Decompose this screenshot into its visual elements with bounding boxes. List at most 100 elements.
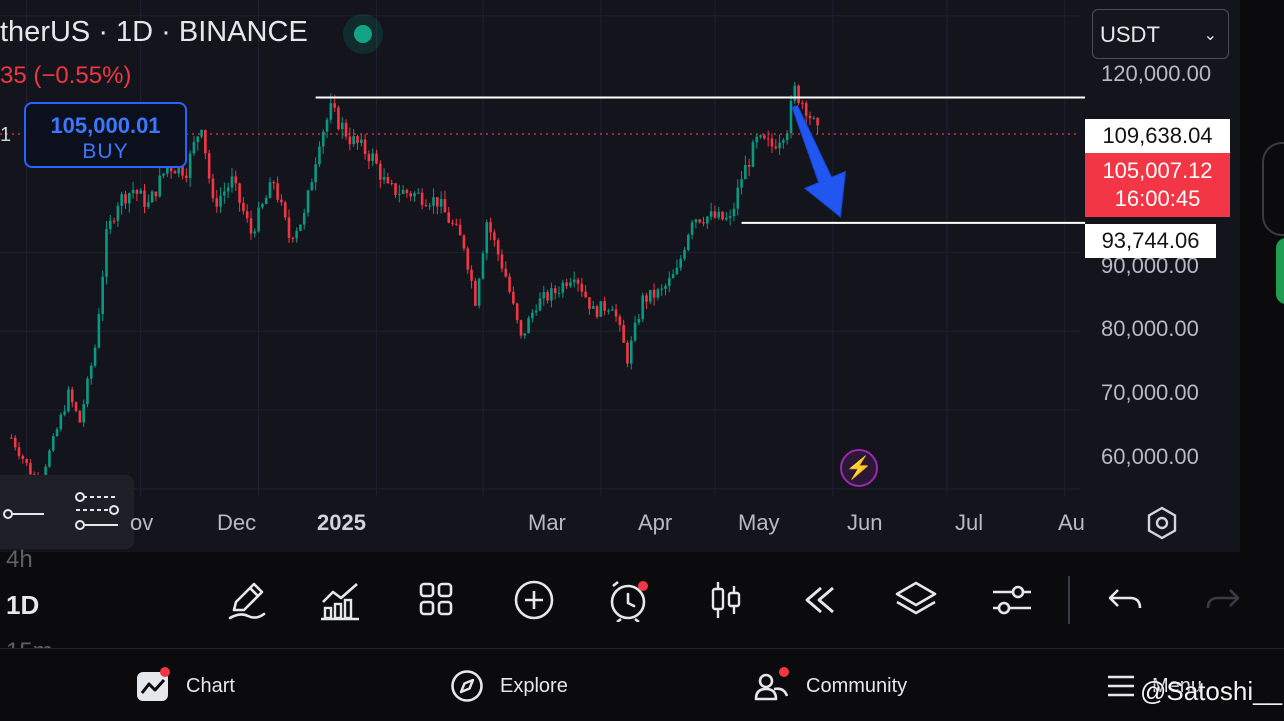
- candle: [790, 101, 793, 133]
- parallel-channel-tool-icon[interactable]: [76, 493, 118, 529]
- candle: [679, 259, 682, 268]
- candle: [208, 153, 211, 178]
- candle: [493, 232, 496, 240]
- candle: [387, 177, 390, 183]
- candle: [234, 176, 237, 183]
- candle: [767, 139, 770, 140]
- candle: [447, 212, 450, 222]
- watermark: @Satoshi__: [1140, 676, 1282, 707]
- candle: [200, 130, 203, 137]
- undo-icon[interactable]: [1104, 578, 1148, 622]
- candle: [581, 284, 584, 292]
- candle: [691, 222, 694, 234]
- candle: [520, 320, 523, 335]
- candle: [299, 225, 302, 231]
- nav-explore[interactable]: Explore: [450, 668, 568, 704]
- compass-icon: [450, 669, 484, 703]
- candle: [778, 143, 781, 149]
- candle: [284, 202, 287, 217]
- candle: [657, 290, 660, 298]
- candle: [523, 333, 526, 335]
- time-tick: 2025: [317, 510, 366, 536]
- candle: [14, 438, 17, 448]
- nav-community-label: Community: [806, 675, 907, 698]
- candle: [504, 269, 507, 277]
- price-tick: 80,000.00: [1101, 316, 1199, 342]
- candle: [470, 270, 473, 281]
- candle: [489, 222, 492, 232]
- candle: [516, 304, 519, 321]
- lightning-icon[interactable]: ⚡: [840, 449, 878, 487]
- apps-grid-icon[interactable]: [415, 578, 459, 622]
- price-tick: 70,000.00: [1101, 380, 1199, 406]
- candle: [653, 290, 656, 298]
- timeframe-current[interactable]: 1D: [6, 590, 39, 621]
- candle: [771, 139, 774, 147]
- price-chart[interactable]: [0, 0, 1240, 552]
- candle: [463, 235, 466, 248]
- price-tick: 60,000.00: [1101, 444, 1199, 470]
- candle: [261, 204, 264, 207]
- pencil-icon[interactable]: [224, 578, 268, 622]
- currency-select[interactable]: USDT ⌄: [1092, 9, 1229, 59]
- candle: [717, 212, 720, 218]
- symbol-title[interactable]: therUS · 1D · BINANCE: [0, 16, 308, 49]
- edge-scroll-button[interactable]: [1262, 142, 1284, 236]
- candle: [394, 183, 397, 195]
- candle: [383, 177, 386, 180]
- chart-area[interactable]: therUS · 1D · BINANCE 35 (−0.55%) 1 105,…: [0, 0, 1240, 552]
- candle: [292, 238, 295, 239]
- candle: [714, 211, 717, 217]
- horizontal-line-tool-icon[interactable]: [4, 510, 44, 518]
- candles-icon[interactable]: [704, 578, 748, 622]
- time-tick: Apr: [638, 510, 672, 536]
- support-price-label[interactable]: 93,744.06: [1085, 224, 1216, 258]
- buy-button[interactable]: 105,000.01 BUY: [24, 102, 187, 168]
- candle: [379, 164, 382, 180]
- candle: [527, 318, 530, 333]
- candle: [409, 193, 412, 196]
- settings-sliders-icon[interactable]: [990, 578, 1034, 622]
- timeframe-option[interactable]: 4h: [6, 546, 33, 574]
- candle: [721, 212, 724, 220]
- market-status-dot: [343, 14, 383, 54]
- candle: [588, 297, 591, 309]
- candle: [189, 153, 192, 178]
- candle: [147, 202, 150, 207]
- candle: [752, 142, 755, 167]
- candle: [641, 295, 644, 319]
- time-tick: Au: [1058, 510, 1085, 536]
- candle: [539, 298, 542, 310]
- nav-chart[interactable]: Chart: [136, 668, 235, 704]
- candle: [196, 137, 199, 142]
- candle: [744, 165, 747, 179]
- nav-explore-label: Explore: [500, 675, 568, 698]
- candle: [136, 190, 139, 194]
- candle: [554, 288, 557, 293]
- candle: [368, 154, 371, 161]
- candle: [375, 153, 378, 163]
- candle: [345, 123, 348, 137]
- replay-icon[interactable]: [799, 578, 843, 622]
- resistance-price-label[interactable]: 109,638.04: [1085, 119, 1230, 153]
- add-icon[interactable]: [512, 578, 556, 622]
- candle: [364, 140, 367, 154]
- current-price-value: 105,007.12: [1085, 157, 1230, 185]
- candle: [543, 292, 546, 298]
- redo-icon[interactable]: [1200, 578, 1244, 622]
- layers-icon[interactable]: [894, 578, 938, 622]
- candle: [501, 254, 504, 268]
- candle: [82, 404, 85, 422]
- indicators-icon[interactable]: [319, 578, 363, 622]
- nav-community[interactable]: Community: [754, 668, 907, 704]
- candle: [793, 86, 796, 101]
- candle: [603, 301, 606, 311]
- candle: [755, 137, 758, 142]
- candle: [668, 278, 671, 286]
- candle: [638, 319, 641, 323]
- candle: [158, 176, 161, 197]
- candle: [698, 219, 701, 222]
- axis-settings-icon[interactable]: [1144, 505, 1180, 541]
- candle: [459, 225, 462, 236]
- candle: [649, 290, 652, 302]
